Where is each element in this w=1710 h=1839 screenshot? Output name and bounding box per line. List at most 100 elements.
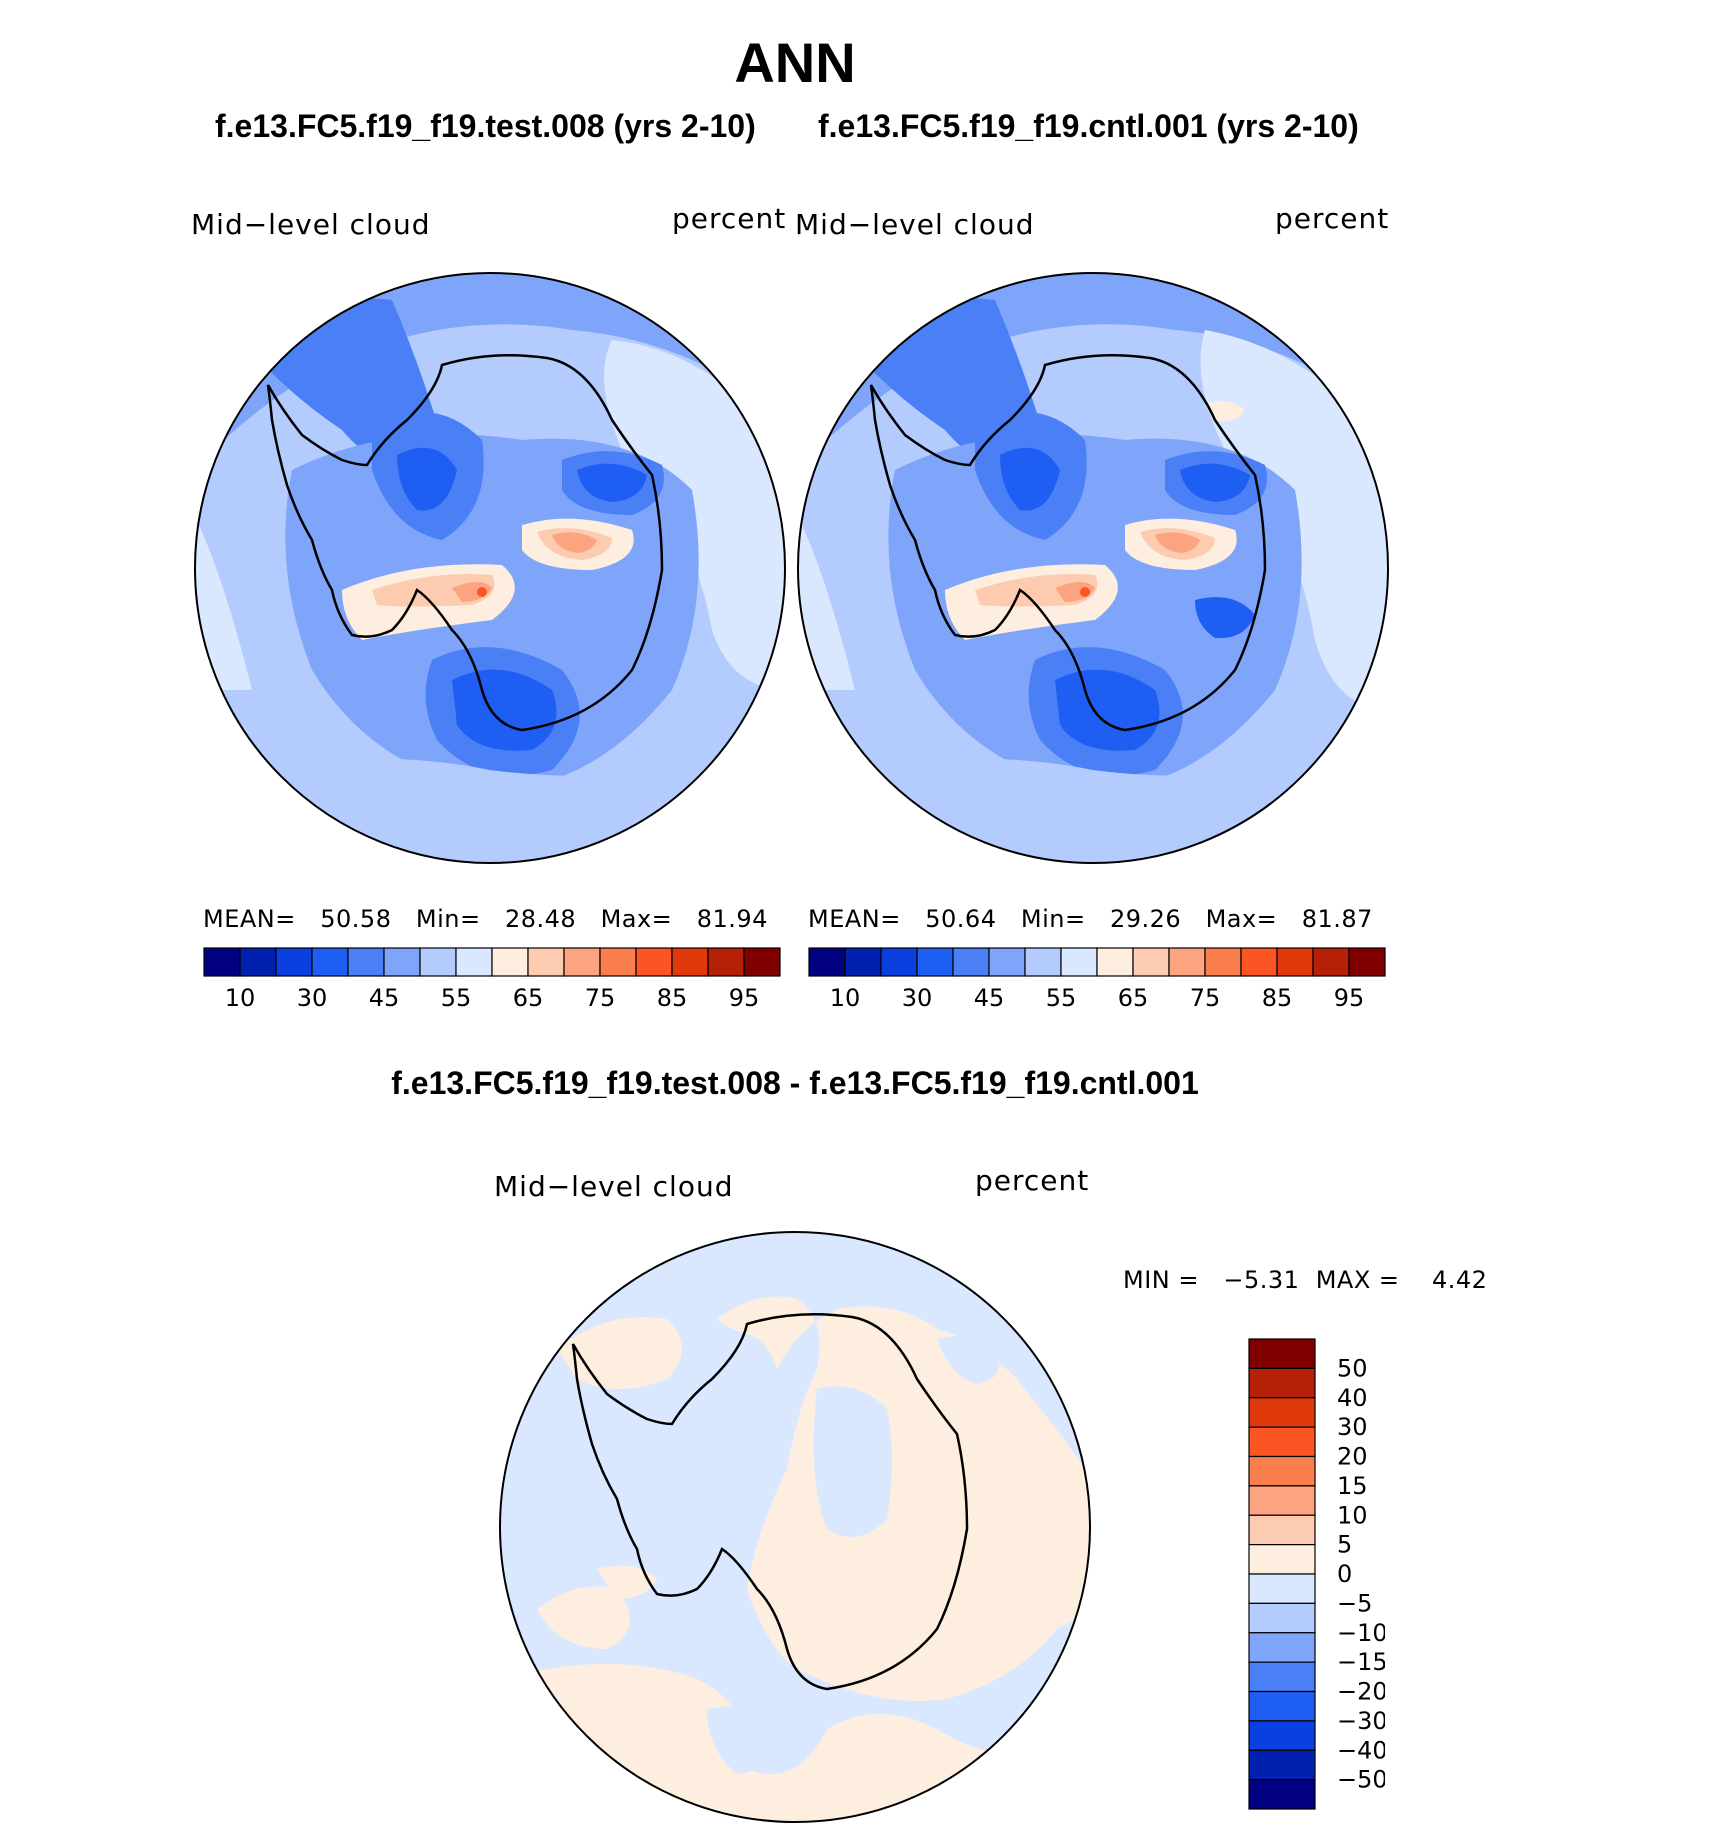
diff-colorbar-box [1248,1514,1316,1546]
panel2-colorbar: 10 30 45 55 65 75 85 95 [808,947,1386,1012]
panel2-colorbar-box [1096,947,1134,977]
panel2-colorbar-box [844,947,882,977]
panel2-min-value: 29.26 [1109,905,1182,933]
panel1-max-value: 81.94 [696,905,768,933]
diff-colorbar-box [1248,1544,1316,1575]
diff-variable-label: Mid−level cloud [494,1170,734,1203]
panel2-colorbar-box [1168,947,1206,977]
diff-colorbar-tick-label: 50 [1337,1354,1368,1382]
panel2-colorbar-tick-label: 75 [1190,984,1221,1012]
diff-colorbar-tick-label: 15 [1337,1472,1368,1500]
panel1-colorbar-tick-label: 65 [513,984,544,1012]
panel1-colorbar-tick-label: 10 [225,984,256,1012]
panel1-colorbar-tick-label: 55 [441,984,472,1012]
season-title: ANN [734,31,856,94]
diff-colorbar-tick-label: 40 [1337,1384,1368,1412]
diff-colorbar-tick-label: −10 [1337,1619,1385,1647]
panel2-mean-label: MEAN= [808,905,901,933]
diff-min-label: MIN = [1123,1266,1199,1294]
diff-map-boundary [499,1231,1091,1823]
panel1-colorbar-tick-label: 85 [657,984,688,1012]
panel2-colorbar-box [1276,947,1314,977]
diff-colorbar-box [1248,1690,1316,1722]
panel1-colorbar-box [599,947,637,977]
panel1-cloud-field [195,273,785,863]
diff-colorbar-box [1248,1397,1316,1428]
panel2-colorbar-tick-label: 85 [1262,984,1293,1012]
diff-colorbar-tick-label: −5 [1337,1589,1372,1617]
panel2-colorbar-tick-label: 45 [974,984,1005,1012]
panel1-colorbar-tick-label: 45 [369,984,400,1012]
panel1-polar-map [194,272,786,864]
panel1-variable-label: Mid−level cloud [191,208,431,241]
panel2-min-label: Min= [1020,905,1086,933]
diff-colorbar-box [1248,1779,1316,1810]
panel1-mean-label: MEAN= [203,905,296,933]
panel1-colorbar-box [383,947,421,977]
panel2-colorbar-box [1024,947,1062,977]
diff-colorbar-box [1248,1602,1316,1634]
diff-colorbar-box [1248,1367,1316,1399]
panel1-colorbar-box [275,947,313,977]
diff-max-label: MAX = [1315,1266,1400,1294]
panel2-variable-label: Mid−level cloud [795,208,1035,241]
panel1-mean-value: 50.58 [320,905,392,933]
diff-colorbar-box [1248,1661,1316,1693]
panel1-stats: MEAN= 50.58 Min= 28.48 Max= 81.94 [203,905,768,933]
panel2-antarctica-coastline [869,353,1267,732]
diff-polar-map [499,1231,1091,1823]
panel1-colorbar-box [707,947,745,977]
panel1-colorbar-box [743,947,781,977]
panel2-colorbar-tick-label: 30 [902,984,933,1012]
panel1-colorbar-tick-label: 95 [729,984,760,1012]
diff-colorbar-tick-label: 10 [1337,1501,1368,1529]
panel2-colorbar-box [880,947,918,977]
diff-colorbar-box [1248,1720,1316,1751]
diff-max-value: 4.42 [1432,1266,1488,1294]
diff-colorbar-tick-label: −50 [1337,1766,1385,1794]
panel1-colorbar: 10 30 45 55 65 75 85 95 [203,947,781,1012]
panel2-map-boundary [797,272,1389,864]
diff-colorbar-box [1248,1426,1316,1458]
panel2-colorbar-tick-label: 55 [1046,984,1077,1012]
panel2-colorbar-box [1348,947,1386,977]
panel1-colorbar-box [491,947,529,977]
panel2-colorbar-box [988,947,1026,977]
panel2-colorbar-tick-label: 65 [1118,984,1149,1012]
diff-min-value: −5.31 [1223,1266,1300,1294]
panel2-colorbar-tick-label: 10 [830,984,861,1012]
panel1-units-label: percent [672,202,787,235]
panel1-colorbar-box [419,947,457,977]
panel2-stats: MEAN= 50.64 Min= 29.26 Max= 81.87 [808,905,1373,933]
panel1-colorbar-box [671,947,709,977]
panel1-max-label: Max= [600,905,673,933]
diff-minmax: MIN = −5.31 MAX = 4.42 [1123,1266,1487,1294]
panel1-colorbar-box [563,947,601,977]
panel2-colorbar-box [1060,947,1098,977]
panel1-colorbar-box [203,947,241,977]
panel2-units-label: percent [1275,202,1390,235]
panel1-min-value: 28.48 [504,905,577,933]
panel2-max-value: 81.87 [1301,905,1373,933]
test-case-title: f.e13.FC5.f19_f19.test.008 (yrs 2-10) [215,108,756,144]
control-case-title: f.e13.FC5.f19_f19.cntl.001 (yrs 2-10) [818,108,1359,144]
panel1-antarctica-coastline [266,353,664,732]
panel2-colorbar-box [1240,947,1278,977]
diff-units-label: percent [975,1164,1090,1197]
diff-colorbar-tick-label: 20 [1337,1443,1368,1471]
panel1-map-boundary [194,272,786,864]
panel2-colorbar-box [916,947,954,977]
difference-title: f.e13.FC5.f19_f19.test.008 - f.e13.FC5.f… [391,1065,1199,1101]
panel1-colorbar-box [455,947,493,977]
diff-colorbar-tick-label: 5 [1337,1531,1352,1559]
panel2-colorbar-box [808,947,846,977]
panel1-colorbar-box [347,947,385,977]
panel1-colorbar-tick-label: 75 [585,984,616,1012]
diff-colorbar-box [1248,1573,1316,1604]
panel2-colorbar-tick-label: 95 [1334,984,1365,1012]
diff-colorbar-box [1248,1485,1316,1516]
panel1-colorbar-box [311,947,349,977]
panel1-colorbar-tick-label: 30 [297,984,328,1012]
panel2-colorbar-box [1312,947,1350,977]
